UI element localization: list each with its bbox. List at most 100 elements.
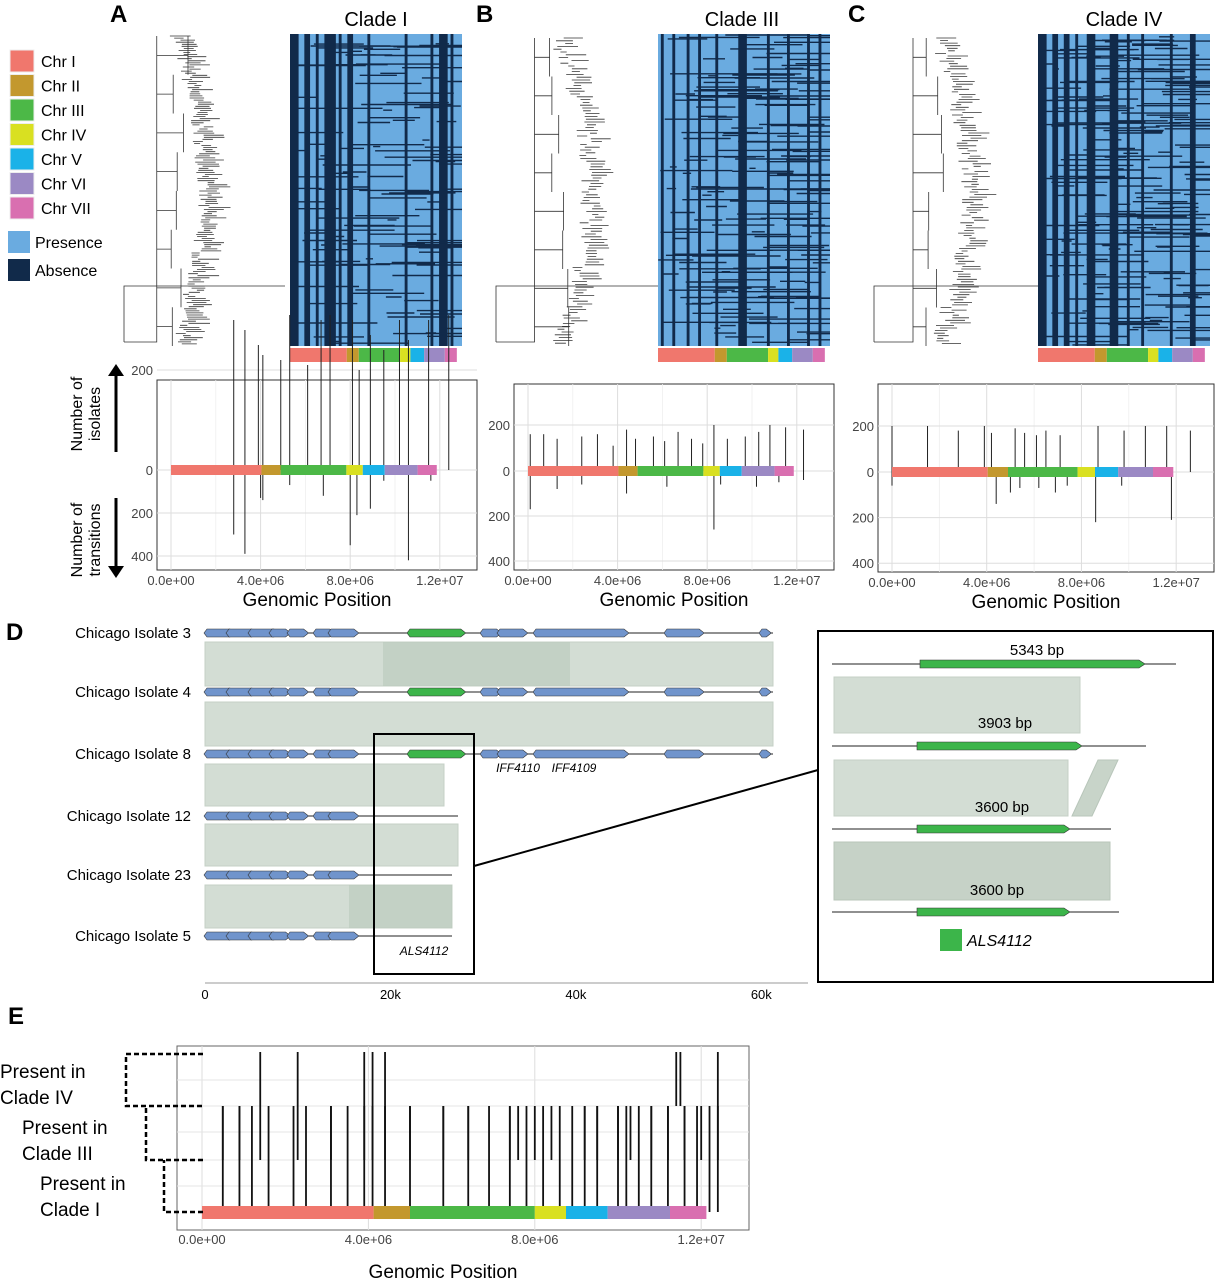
barplot-c-ytick-down-400: 400 xyxy=(852,556,874,571)
heatmap-clade-iv-chr-strip-1 xyxy=(1038,348,1095,362)
gene-arrow xyxy=(327,687,360,697)
heatmap-clade-i-absence-column-10 xyxy=(450,34,454,346)
barplot-c-ytick-zero: 0 xyxy=(867,465,874,480)
synteny-panel: Chicago Isolate 3 Chicago Isolate 4 Chicag… xyxy=(67,625,1214,1002)
heatmap-clade-i-absence-rows xyxy=(290,43,462,344)
heatmap-title-clade-iii: Clade III xyxy=(705,9,779,31)
heatmap-title-clade-i: Clade I xyxy=(344,9,407,31)
barplot-c-xlabel: Genomic Position xyxy=(972,592,1121,613)
heatmap-clade-iv-chr-strip-4 xyxy=(1148,348,1159,362)
up-arrow-head xyxy=(108,364,124,376)
barplot-c-chr-band-7 xyxy=(1153,467,1174,477)
gene-label-iff4110: IFF4110 xyxy=(496,761,540,775)
heatmap-clade-i-chr-strip-4 xyxy=(400,348,411,362)
heatmap-clade-iii-absence-column-4 xyxy=(715,34,719,346)
gene-arrow xyxy=(758,749,772,759)
barplot-c-xtick-2: 8.0e+06 xyxy=(1058,575,1105,590)
gene-arrow xyxy=(496,628,529,638)
barplot-a-chr-band-5 xyxy=(362,465,385,475)
barplot-a-xtick-2: 8.0e+06 xyxy=(327,573,374,588)
zoom-box xyxy=(373,733,475,975)
presence-label: Presence xyxy=(35,235,103,252)
heatmap-clade-iii-absence-column-6 xyxy=(766,34,770,346)
bar-plots: 200 0 200 400 0.0e+00 4.0e+06 8.0e+06 1.2e+07 Ge… xyxy=(131,315,1215,613)
inset-legend-swatch xyxy=(940,929,962,951)
panel-e-chr-band-3 xyxy=(410,1206,535,1219)
legend-label-6: Chr VI xyxy=(41,177,86,194)
gene-arrow xyxy=(268,628,292,638)
panel-letter-c: C xyxy=(848,1,865,28)
legend-label-1: Chr I xyxy=(41,54,76,71)
barplot-a-chr-band-4 xyxy=(346,465,363,475)
inset-gene-1 xyxy=(919,659,1146,669)
legend-label-4: Chr IV xyxy=(41,128,87,145)
presence-swatch xyxy=(8,231,30,253)
als-gene-2 xyxy=(406,687,467,697)
gene-arrow xyxy=(327,749,360,759)
synteny-band-2 xyxy=(204,701,774,747)
tree-clade-i xyxy=(123,35,285,346)
gene-arrow xyxy=(758,628,772,638)
isolates-label-line2: isolates xyxy=(87,387,104,441)
heatmap-clade-i-chr-strip-6 xyxy=(424,348,445,362)
panel-e-chr-band-6 xyxy=(607,1206,670,1219)
barplot-a-ytick-down-200: 200 xyxy=(131,506,153,521)
gene-arrow xyxy=(327,870,360,880)
barplot-a-xtick-1: 4.0e+06 xyxy=(237,573,284,588)
synteny-axis-tick-0: 0 xyxy=(201,987,208,1002)
gene-arrow xyxy=(286,749,310,759)
chromosome-legend: Chr I Chr II Chr III Chr IV Chr V Chr VI Chr V… xyxy=(8,49,103,281)
barplot-b-chr-band-1 xyxy=(528,466,619,476)
gene-arrow xyxy=(268,687,292,697)
barplot-c-chr-band-3 xyxy=(1008,467,1078,477)
panel-e-frame xyxy=(176,1045,750,1231)
heatmap-clade-i-chr-strip-7 xyxy=(444,348,457,362)
barplot-c-chr-band-4 xyxy=(1077,467,1095,477)
gene-arrow xyxy=(327,628,360,638)
heatmap-clade-iii-chr-strip-4 xyxy=(768,348,779,362)
gene-arrow xyxy=(286,687,310,697)
barplot-b-ytick-up-200: 200 xyxy=(488,418,510,433)
heatmap-clade-iv xyxy=(1038,34,1210,362)
barplot-a-chr-band-3 xyxy=(280,465,347,475)
heatmap-clade-iii-chr-strip-6 xyxy=(792,348,813,362)
gene-arrow xyxy=(268,931,292,941)
heatmap-clade-iii xyxy=(658,34,830,362)
als-gene-1 xyxy=(406,628,467,638)
heatmap-clade-iii-absence-column-1 xyxy=(672,34,676,346)
barplot-a-chr-band-6 xyxy=(384,465,418,475)
barplot-c-xtick-3: 1.2e+07 xyxy=(1152,575,1199,590)
barplot-c-ytick-down-200: 200 xyxy=(852,511,874,526)
gene-arrow xyxy=(268,811,292,821)
barplot-c-frame xyxy=(877,383,1215,573)
legend-swatch-1 xyxy=(9,49,35,73)
barplot-a-xlabel: Genomic Position xyxy=(243,590,392,611)
category-label-3-b: Clade IV xyxy=(0,1088,73,1109)
heatmap-clade-i xyxy=(290,34,462,362)
panel-e-chr-band-2 xyxy=(373,1206,410,1219)
legend-swatch-5 xyxy=(9,147,35,171)
barplot-b-ytick-down-400: 400 xyxy=(488,554,510,569)
barplot-b-xtick-3: 1.2e+07 xyxy=(773,573,820,588)
panel-e-xlabel: Genomic Position xyxy=(369,1262,518,1280)
panel-e-chr-band-7 xyxy=(670,1206,707,1219)
gene-arrow xyxy=(327,811,360,821)
inset-gene-2 xyxy=(916,741,1083,751)
barplot-a-ytick-up-200: 200 xyxy=(131,363,153,378)
synteny-axis-tick-1: 20k xyxy=(380,987,401,1002)
bar-axis-annotation: Number of isolates Number of transitions xyxy=(69,364,124,578)
gene-arrow xyxy=(663,687,705,697)
panel-letter-b: B xyxy=(476,1,493,28)
isolate-label-3: Chicago Isolate 8 xyxy=(75,746,191,763)
category-label-1-b: Clade I xyxy=(40,1200,100,1221)
barplot-b-xlabel: Genomic Position xyxy=(600,590,749,611)
tree-clade-i-branches xyxy=(123,35,285,346)
clade-presence-plot: 0.0e+00 4.0e+06 8.0e+06 1.2e+07 Genomic Posi… xyxy=(0,1045,750,1283)
barplot-a-xtick-3: 1.2e+07 xyxy=(416,573,463,588)
category-label-1-a: Present in xyxy=(40,1174,126,1195)
heatmap-clade-i-absence-column-1 xyxy=(304,34,311,346)
category-label-2-a: Present in xyxy=(22,1118,108,1139)
barplot-b-chr-band-3 xyxy=(637,466,704,476)
gene-arrow xyxy=(286,628,310,638)
gene-arrow xyxy=(479,687,503,697)
